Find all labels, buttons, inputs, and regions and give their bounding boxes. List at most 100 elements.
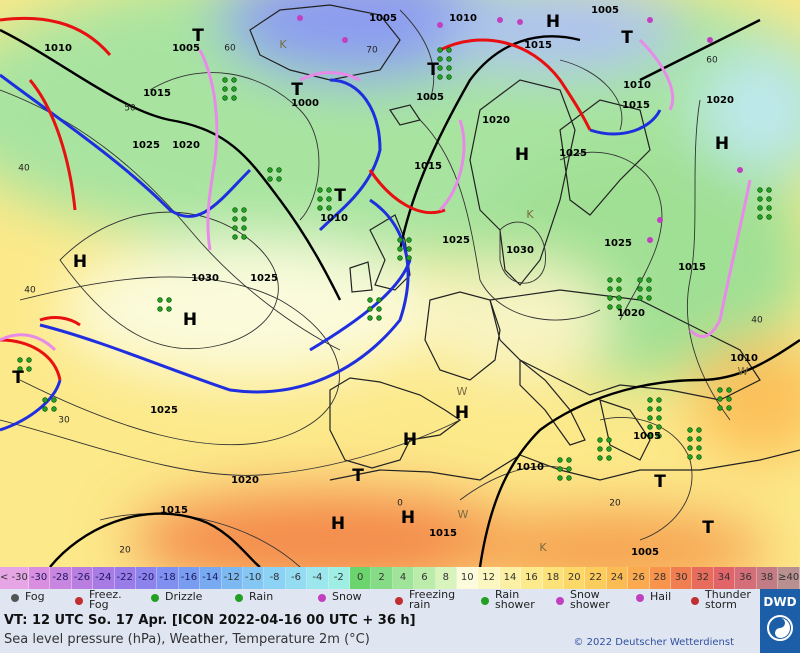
legend-item: Drizzle <box>148 590 202 604</box>
scale-cell: -18 <box>157 567 179 589</box>
rain-symbol <box>326 196 332 202</box>
rain-symbol <box>646 277 652 283</box>
pressure-label: 1015 <box>678 262 706 273</box>
rain-symbol <box>757 196 763 202</box>
legend-icon <box>636 594 644 602</box>
rain-symbol <box>26 366 32 372</box>
scale-cell: -20 <box>135 567 158 589</box>
rain-symbol <box>446 65 452 71</box>
pressure-label: 1020 <box>172 140 200 151</box>
rain-symbol <box>687 427 693 433</box>
scale-cell: 2 <box>371 567 393 589</box>
temperature-field <box>0 0 800 567</box>
minor-letter: K <box>279 38 287 51</box>
temperature-label: 40 <box>24 286 36 296</box>
rain-symbol <box>166 306 172 312</box>
rain-symbol <box>726 396 732 402</box>
scale-cell: 38 <box>756 567 779 589</box>
rain-symbol <box>656 397 662 403</box>
legend-item: Rain <box>232 590 273 604</box>
pressure-label: 1005 <box>591 5 619 16</box>
minor-letter: K <box>526 208 534 221</box>
legend-icon <box>235 594 243 602</box>
pressure-system: T <box>654 472 666 492</box>
temperature-label: 50 <box>124 104 136 114</box>
weather-symbols <box>17 15 772 481</box>
legend-icon <box>151 594 159 602</box>
rain-symbol <box>222 86 228 92</box>
scale-cell: -24 <box>93 567 115 589</box>
rain-symbol <box>726 405 732 411</box>
map-labels: 1005 1010 1005 1010 1015 1000 1005 1015 1005 1010… <box>12 5 763 558</box>
rain-symbol <box>376 297 382 303</box>
snow-symbol <box>342 37 348 43</box>
scale-cell: 4 <box>392 567 415 589</box>
rain-symbol <box>326 205 332 211</box>
rain-symbol <box>557 466 563 472</box>
pressure-label: 1010 <box>730 353 758 364</box>
copyright: © 2022 Deutscher Wetterdienst <box>573 637 734 648</box>
rain-symbol <box>157 306 163 312</box>
rain-symbol <box>637 286 643 292</box>
legend-label: Thunder storm <box>705 588 751 611</box>
pressure-system: T <box>621 28 633 48</box>
rain-symbol <box>687 445 693 451</box>
legend-item: Rain shower <box>478 588 550 611</box>
scale-cell: 22 <box>585 567 607 589</box>
rain-symbol <box>317 187 323 193</box>
valid-time: VT: 12 UTC So. 17 Apr. [ICON 2022-04-16 … <box>4 613 416 628</box>
temperature-label: 20 <box>609 499 621 509</box>
legend-icon <box>556 597 564 605</box>
rain-symbol <box>597 455 603 461</box>
temperature-label: 0 <box>397 499 403 509</box>
legend-icon-shape <box>481 597 489 605</box>
scale-cell: -16 <box>178 567 201 589</box>
scale-cell: -10 <box>242 567 265 589</box>
rain-symbol <box>231 77 237 83</box>
rain-symbol <box>397 237 403 243</box>
coastlines <box>249 4 800 481</box>
legend-label: Rain shower <box>495 588 535 611</box>
pressure-system: H <box>455 403 469 423</box>
temperature-label: 30 <box>58 416 70 426</box>
pressure-label: 1005 <box>369 13 397 24</box>
rain-symbol <box>557 457 563 463</box>
rain-symbol <box>26 357 32 363</box>
dwd-logo: DWD <box>760 589 800 653</box>
rain-symbol <box>231 86 237 92</box>
pressure-label: 1005 <box>631 547 659 558</box>
rain-symbol <box>17 357 23 363</box>
pressure-system: T <box>352 466 364 486</box>
logo-text: DWD <box>763 595 797 609</box>
pressure-label: 1000 <box>291 98 319 109</box>
weather-legend: Fog Freez. Fog Drizzle Rain Snow Freezing rai… <box>0 589 800 612</box>
rain-symbol <box>766 205 772 211</box>
pressure-label: 1010 <box>623 80 651 91</box>
pressure-label: 1025 <box>559 148 587 159</box>
legend-item: Fog <box>8 590 45 604</box>
temperature-label: 40 <box>751 316 763 326</box>
rain-symbol <box>406 246 412 252</box>
rain-symbol <box>717 405 723 411</box>
legend-icon-shape <box>235 594 243 602</box>
pressure-system: T <box>291 80 303 100</box>
snow-symbol <box>517 19 523 25</box>
minor-letter: W <box>738 365 749 378</box>
scale-cell: -4 <box>307 567 329 589</box>
rain-symbol <box>241 207 247 213</box>
rain-symbol <box>766 196 772 202</box>
minor-letter: K <box>539 541 547 554</box>
rain-symbol <box>437 74 443 80</box>
rain-symbol <box>616 304 622 310</box>
fronts <box>0 16 752 432</box>
rain-symbol <box>766 187 772 193</box>
rain-symbol <box>232 207 238 213</box>
rain-symbol <box>646 286 652 292</box>
pressure-system: H <box>715 134 729 154</box>
rain-symbol <box>51 397 57 403</box>
scale-cell: < -30 <box>0 567 29 589</box>
scale-cell: 8 <box>435 567 458 589</box>
rain-symbol <box>276 176 282 182</box>
temperature-label: 40 <box>18 164 30 174</box>
